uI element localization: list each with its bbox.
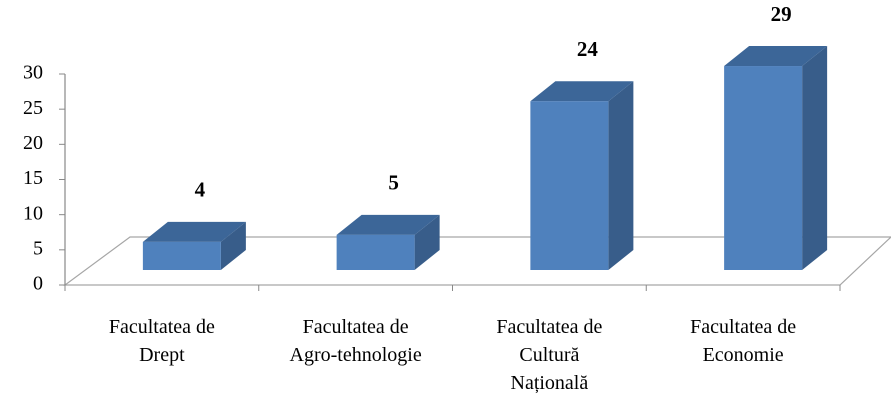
y-tick-label: 15 — [23, 167, 43, 189]
y-tick-label: 0 — [33, 273, 43, 295]
bar-side — [414, 214, 440, 270]
value-label: 29 — [771, 2, 792, 26]
y-tick-label: 20 — [23, 132, 43, 154]
value-label: 24 — [577, 37, 599, 61]
bar-top — [724, 46, 828, 67]
y-tick-label: 25 — [23, 97, 43, 119]
bar-top — [530, 81, 634, 102]
bar-side — [220, 221, 246, 270]
bar-top — [142, 221, 246, 242]
value-label: 4 — [195, 178, 206, 202]
bar-side — [608, 81, 634, 270]
bar-front — [142, 241, 221, 270]
y-tick-label: 10 — [23, 202, 43, 224]
bar-front — [724, 66, 803, 271]
bar-top — [336, 214, 440, 235]
bar — [724, 46, 828, 271]
bar-front — [530, 101, 609, 270]
x-tick-label: Facultatea de Agro-tehnologie — [290, 316, 422, 366]
bar-front — [336, 234, 415, 270]
bar-side — [802, 46, 828, 271]
y-tick-label: 5 — [33, 237, 43, 259]
value-label: 5 — [388, 171, 399, 195]
floor — [63, 236, 891, 286]
bar — [142, 221, 246, 270]
x-tick-label: Facultatea de Economie — [690, 316, 796, 366]
bar — [530, 81, 634, 270]
x-tick-label: Facultatea de Drept — [109, 316, 215, 366]
bar — [336, 214, 440, 270]
y-tick-label: 30 — [23, 62, 43, 84]
x-tick-label: Facultatea de Cultură Națională — [496, 316, 602, 394]
